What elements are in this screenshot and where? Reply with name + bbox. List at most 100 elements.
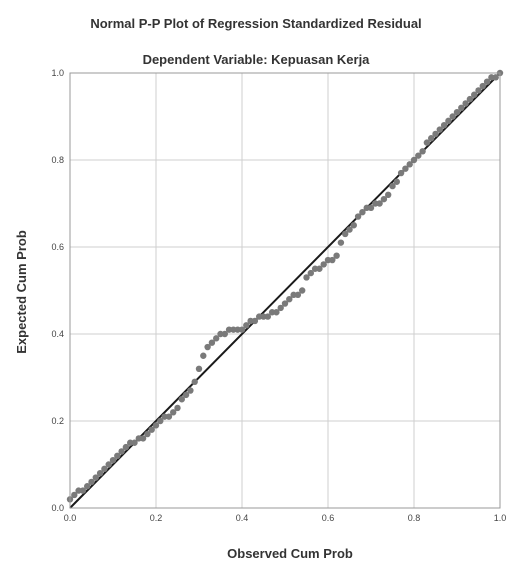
data-point xyxy=(114,452,121,459)
data-point xyxy=(389,182,396,190)
data-point xyxy=(440,122,448,129)
data-point xyxy=(393,178,400,185)
data-point xyxy=(195,365,203,372)
data-point xyxy=(445,117,452,125)
data-point xyxy=(105,461,112,468)
data-point xyxy=(96,470,104,477)
data-point xyxy=(187,387,194,394)
y-axis-title: Expected Cum Prob xyxy=(14,230,29,354)
data-point xyxy=(483,78,491,85)
data-point xyxy=(380,195,388,203)
data-point xyxy=(419,148,426,155)
data-point xyxy=(208,339,216,346)
data-point xyxy=(367,204,375,212)
data-point xyxy=(264,313,271,320)
data-point xyxy=(428,135,435,142)
data-points xyxy=(66,69,504,503)
data-point xyxy=(213,335,220,342)
data-point xyxy=(79,487,87,494)
data-point xyxy=(286,296,293,303)
data-point xyxy=(71,491,78,499)
data-point xyxy=(182,391,190,399)
data-point xyxy=(337,239,345,246)
y-tick-label: 0.0 xyxy=(51,503,64,513)
data-point xyxy=(462,100,469,107)
x-tick-label: 0.6 xyxy=(322,513,335,523)
data-point xyxy=(303,274,310,281)
data-point xyxy=(157,417,164,425)
plot-frame xyxy=(69,72,501,509)
x-tick-label: 0.2 xyxy=(150,513,163,523)
data-point xyxy=(423,139,431,146)
data-point xyxy=(449,113,456,120)
data-point xyxy=(333,252,340,259)
data-point xyxy=(204,343,211,351)
chart-subtitle: Dependent Variable: Kepuasan Kerja xyxy=(143,52,371,67)
data-point xyxy=(243,322,250,329)
x-tick-label: 1.0 xyxy=(494,513,507,523)
data-point xyxy=(354,213,362,220)
y-tick-label: 0.2 xyxy=(51,416,64,426)
reference-line-group xyxy=(69,72,501,509)
data-point xyxy=(385,191,392,198)
data-point xyxy=(376,200,383,207)
data-point xyxy=(458,104,465,112)
data-point xyxy=(191,378,198,386)
y-tick-label: 0.8 xyxy=(51,155,64,165)
data-point xyxy=(200,352,207,359)
data-point xyxy=(294,291,302,299)
data-point xyxy=(84,483,91,490)
data-point xyxy=(178,396,185,403)
data-point xyxy=(453,108,461,116)
y-tick-label: 0.4 xyxy=(51,329,64,339)
data-point xyxy=(492,74,499,81)
data-point xyxy=(466,95,474,103)
data-point xyxy=(88,478,95,486)
data-point xyxy=(436,126,443,133)
x-tick-label: 0.8 xyxy=(408,513,421,523)
tick-labels: 0.0 0.2 0.4 0.6 0.8 1.0 0.0 0.2 0.4 0.6 0.8 1.0 xyxy=(51,68,506,523)
data-point xyxy=(170,409,177,416)
grid-lines xyxy=(70,73,500,508)
data-point xyxy=(238,326,246,333)
data-point xyxy=(109,456,117,464)
reference-line xyxy=(69,72,501,509)
data-point xyxy=(277,304,284,312)
data-point xyxy=(101,465,108,473)
data-point xyxy=(410,156,418,164)
data-point xyxy=(299,287,306,294)
data-point xyxy=(148,426,155,433)
data-point xyxy=(221,330,228,338)
data-point xyxy=(152,422,160,429)
data-point xyxy=(346,226,353,233)
x-tick-label: 0.0 xyxy=(64,513,77,523)
data-point xyxy=(281,300,289,307)
data-point xyxy=(402,165,409,172)
data-point xyxy=(316,265,323,272)
y-tick-label: 0.6 xyxy=(51,242,64,252)
data-point xyxy=(273,309,280,316)
data-point xyxy=(329,256,336,264)
data-point xyxy=(359,209,366,216)
y-tick-label: 1.0 xyxy=(51,68,64,78)
x-axis-title: Observed Cum Prob xyxy=(227,546,353,561)
data-point xyxy=(131,439,138,446)
data-point xyxy=(432,130,439,138)
data-point xyxy=(350,222,357,229)
data-point xyxy=(406,161,413,168)
data-point xyxy=(118,448,125,455)
data-point xyxy=(320,261,327,268)
data-point xyxy=(415,152,422,159)
data-point xyxy=(165,413,173,420)
data-point xyxy=(475,87,482,94)
data-point xyxy=(397,169,405,177)
data-point xyxy=(471,91,478,98)
data-point xyxy=(342,230,349,238)
data-point xyxy=(307,269,314,277)
data-point xyxy=(139,435,147,442)
chart-title: Normal P-P Plot of Regression Standardiz… xyxy=(90,16,421,31)
data-point xyxy=(122,443,130,451)
data-point xyxy=(251,317,259,325)
x-tick-label: 0.4 xyxy=(236,513,249,523)
